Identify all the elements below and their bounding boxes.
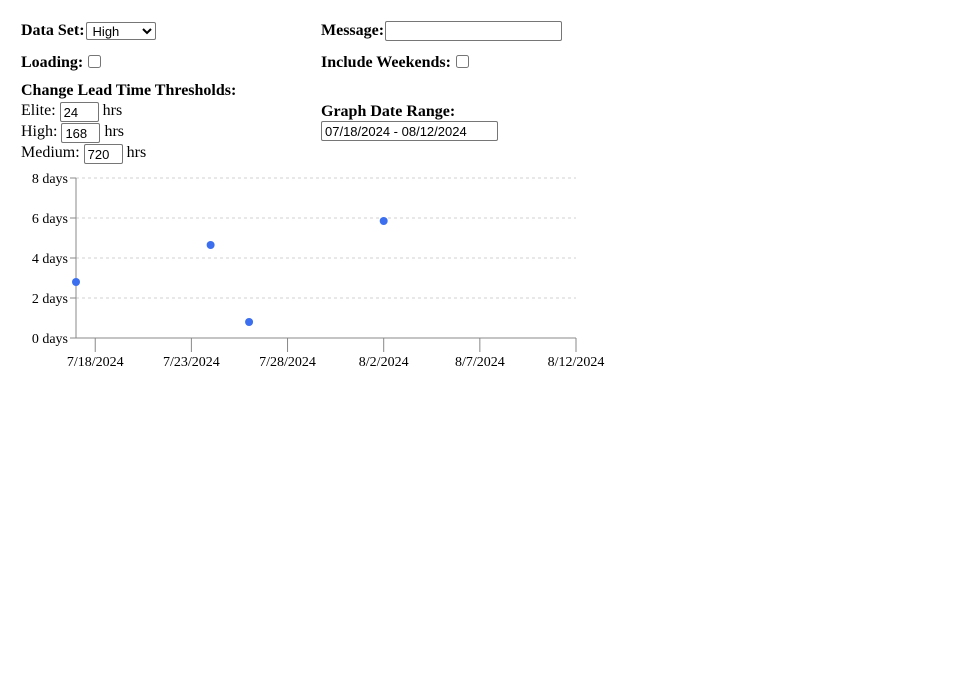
data-point <box>379 217 388 225</box>
loading-label: Loading: <box>21 54 84 71</box>
y-tick-label: 4 days <box>32 252 68 267</box>
data-point <box>206 241 215 249</box>
high-threshold-input[interactable] <box>61 123 101 143</box>
medium-unit: hrs <box>126 144 147 161</box>
medium-threshold-row: Medium: hrs <box>21 142 146 164</box>
message-label: Message: <box>321 22 385 39</box>
message-row: Message: <box>321 21 563 41</box>
include-weekends-label: Include Weekends: <box>321 54 451 71</box>
date-range-input[interactable] <box>321 121 498 141</box>
high-threshold-row: High: hrs <box>21 121 124 143</box>
data-set-select[interactable]: High <box>85 22 156 40</box>
data-set-row: Data Set: High <box>21 22 156 40</box>
data-point <box>245 318 254 326</box>
include-weekends-row: Include Weekends: <box>321 54 469 72</box>
high-unit: hrs <box>104 123 125 140</box>
elite-unit: hrs <box>102 102 123 119</box>
include-weekends-checkbox[interactable] <box>455 54 469 68</box>
x-tick-label: 8/2/2024 <box>359 355 409 370</box>
loading-checkbox[interactable] <box>88 54 102 68</box>
medium-label: Medium: <box>21 144 80 161</box>
thresholds-title: Change Lead Time Thresholds: <box>21 82 237 99</box>
y-tick-label: 2 days <box>32 292 68 307</box>
x-tick-label: 7/28/2024 <box>259 355 316 370</box>
elite-threshold-row: Elite: hrs <box>21 100 122 122</box>
lead-time-scatter-chart: 0 days 2 days 4 days 6 days 8 days 7/18/2024 7… <box>32 172 605 370</box>
y-tick-label: 8 days <box>32 172 68 187</box>
high-label: High: <box>21 123 58 140</box>
message-input[interactable] <box>385 21 563 41</box>
elite-label: Elite: <box>21 102 56 119</box>
x-tick-label: 8/12/2024 <box>548 355 605 370</box>
x-tick-label: 7/23/2024 <box>163 355 220 370</box>
x-tick-label: 8/7/2024 <box>455 355 505 370</box>
date-range-label: Graph Date Range: <box>321 103 456 120</box>
data-set-label: Data Set: <box>21 22 85 39</box>
y-tick-label: 0 days <box>32 332 68 347</box>
data-point <box>72 278 80 286</box>
medium-threshold-input[interactable] <box>83 144 123 164</box>
elite-threshold-input[interactable] <box>59 102 99 122</box>
y-tick-label: 6 days <box>32 212 68 227</box>
x-tick-label: 7/18/2024 <box>67 355 124 370</box>
loading-row: Loading: <box>21 54 102 72</box>
